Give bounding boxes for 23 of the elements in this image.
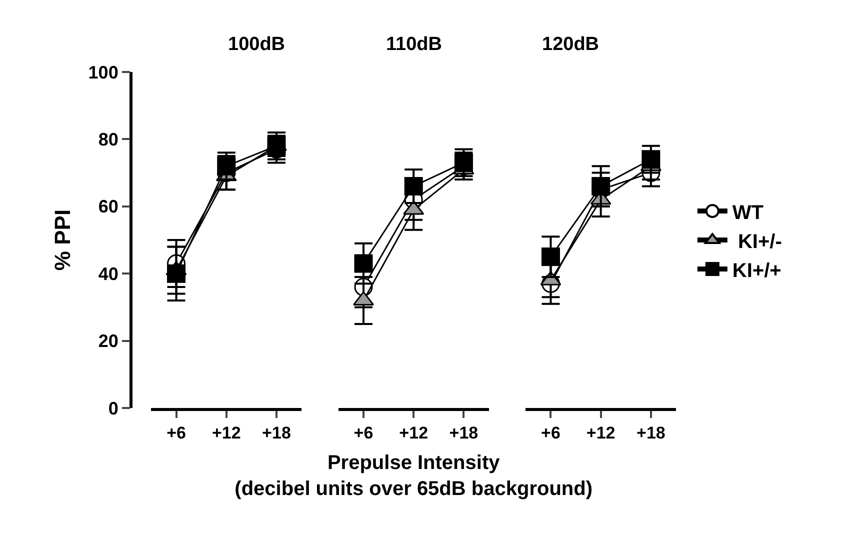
legend-label: KI+/- (732, 230, 782, 253)
x-tick-label: +12 (586, 423, 616, 442)
y-tick-label: 40 (98, 264, 118, 284)
x-tick-label: +12 (212, 423, 241, 442)
chart-title: 110dB (386, 34, 442, 55)
x-axis-title: Prepulse Intensity (decibel units over 65dB background) (234, 452, 593, 500)
y-tick-label: 0 (108, 398, 118, 418)
x-tick-label: +18 (262, 423, 291, 442)
x-tick-label: +6 (541, 423, 560, 442)
x-tick-label: +18 (449, 423, 478, 442)
x-tick-label: +6 (354, 423, 374, 442)
y-tick-label: 100 (88, 62, 118, 82)
x-tick-label: +12 (399, 423, 428, 442)
x-tick-label: +6 (166, 423, 186, 442)
chart-title: 120dB (542, 34, 600, 55)
y-tick-label: 80 (98, 130, 118, 150)
legend-label: KI+/+ (732, 260, 782, 282)
y-axis-title: % PPI (50, 209, 76, 271)
y-tick-label: 20 (98, 331, 118, 352)
y-tick-label: 60 (98, 196, 118, 217)
chart-title: 100dB (228, 34, 286, 55)
x-tick-label: +18 (636, 423, 666, 442)
legend-label: WT (732, 202, 764, 224)
